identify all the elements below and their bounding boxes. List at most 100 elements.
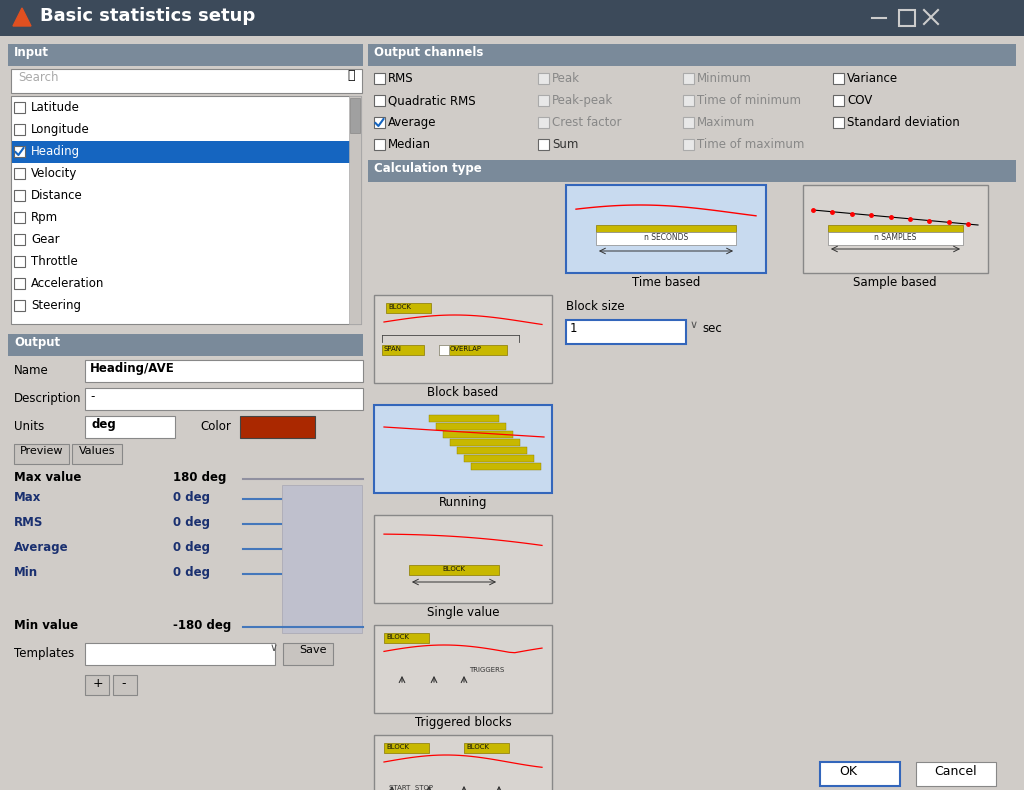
Text: Templates: Templates (14, 647, 75, 660)
Bar (0, 0, 1024, 36)
Text: deg: deg (91, 418, 116, 431)
Text: Time of maximum: Time of maximum (697, 138, 805, 151)
Bar (72, 444, 122, 464)
Bar (683, 95, 694, 106)
Text: -: - (121, 677, 126, 690)
Bar (11, 69, 362, 93)
Text: 1: 1 (570, 322, 578, 335)
Bar (439, 345, 507, 355)
Text: Save: Save (299, 645, 327, 655)
Bar (429, 415, 499, 422)
Text: 🔍: 🔍 (347, 69, 355, 82)
Bar (8, 334, 362, 356)
Text: Median: Median (388, 138, 431, 151)
Text: Variance: Variance (847, 72, 898, 85)
Text: Minimum: Minimum (697, 72, 752, 85)
Text: 0 deg: 0 deg (173, 566, 210, 579)
Bar (464, 743, 509, 753)
Text: BLOCK: BLOCK (466, 744, 489, 750)
Text: Sample based: Sample based (853, 276, 937, 289)
Text: Average: Average (388, 116, 436, 129)
Bar (113, 675, 137, 695)
Text: +: + (93, 677, 103, 690)
Bar (566, 185, 766, 273)
Bar (374, 515, 552, 603)
Text: Units: Units (14, 420, 44, 433)
Text: Distance: Distance (31, 189, 83, 202)
Bar (14, 190, 25, 201)
Text: Block size: Block size (566, 300, 625, 313)
Bar (436, 423, 506, 430)
Text: Max: Max (14, 491, 41, 504)
Text: Velocity: Velocity (31, 167, 78, 180)
Bar (374, 117, 385, 128)
Bar (833, 117, 844, 128)
Bar (374, 625, 552, 713)
Bar (14, 278, 25, 289)
Bar (538, 139, 549, 150)
Text: n SAMPLES: n SAMPLES (873, 233, 916, 242)
Bar (374, 139, 385, 150)
Text: Values: Values (79, 446, 116, 456)
Bar (464, 455, 534, 462)
Text: Throttle: Throttle (31, 255, 78, 268)
Text: Search: Search (18, 71, 58, 84)
Text: Time of minimum: Time of minimum (697, 94, 801, 107)
Bar (538, 95, 549, 106)
Text: Cancel: Cancel (935, 765, 977, 778)
Text: Name: Name (14, 364, 49, 377)
Bar (14, 256, 25, 267)
Bar (374, 295, 552, 383)
Bar (457, 447, 527, 454)
Bar (240, 416, 315, 438)
Text: sec: sec (702, 322, 722, 335)
Text: RMS: RMS (14, 516, 43, 529)
Bar (803, 185, 988, 273)
Text: Calculation type: Calculation type (374, 162, 481, 175)
Bar (443, 431, 513, 438)
Text: RMS: RMS (388, 72, 414, 85)
Bar (349, 96, 361, 324)
Text: 180 deg: 180 deg (173, 471, 226, 484)
Bar (916, 762, 996, 786)
Bar (596, 232, 736, 245)
Text: TRIGGERS: TRIGGERS (469, 667, 504, 673)
Bar (409, 565, 499, 575)
Text: Maximum: Maximum (697, 116, 756, 129)
Text: n SECONDS: n SECONDS (644, 233, 688, 242)
Bar (14, 102, 25, 113)
Bar (828, 232, 963, 245)
Text: Heading/AVE: Heading/AVE (90, 362, 175, 375)
Bar (471, 463, 541, 470)
Bar (368, 160, 1016, 182)
Text: Average: Average (14, 541, 69, 554)
Bar (450, 439, 520, 446)
Text: BLOCK: BLOCK (442, 566, 466, 572)
Text: 0 deg: 0 deg (173, 491, 210, 504)
Text: Latitude: Latitude (31, 101, 80, 114)
Text: SPAN: SPAN (384, 346, 402, 352)
Text: Input: Input (14, 46, 49, 59)
Bar (566, 320, 686, 344)
Text: BLOCK: BLOCK (388, 304, 411, 310)
Text: ∨: ∨ (690, 320, 698, 330)
Bar (596, 225, 736, 232)
Text: Standard deviation: Standard deviation (847, 116, 959, 129)
Polygon shape (13, 8, 31, 26)
Text: Gear: Gear (31, 233, 59, 246)
Bar (350, 98, 360, 133)
Text: Acceleration: Acceleration (31, 277, 104, 290)
Text: Rpm: Rpm (31, 211, 58, 224)
Text: Max value: Max value (14, 471, 81, 484)
Text: COV: COV (847, 94, 872, 107)
Text: START  STOP: START STOP (389, 785, 433, 790)
Text: Sum: Sum (552, 138, 579, 151)
Text: Triggered blocks: Triggered blocks (415, 716, 511, 729)
Text: -180 deg: -180 deg (173, 619, 231, 632)
Text: 0 deg: 0 deg (173, 541, 210, 554)
Bar (14, 146, 25, 157)
Text: Quadratic RMS: Quadratic RMS (388, 94, 475, 107)
Bar (374, 735, 552, 790)
Bar (12, 141, 359, 163)
Bar (820, 762, 900, 786)
